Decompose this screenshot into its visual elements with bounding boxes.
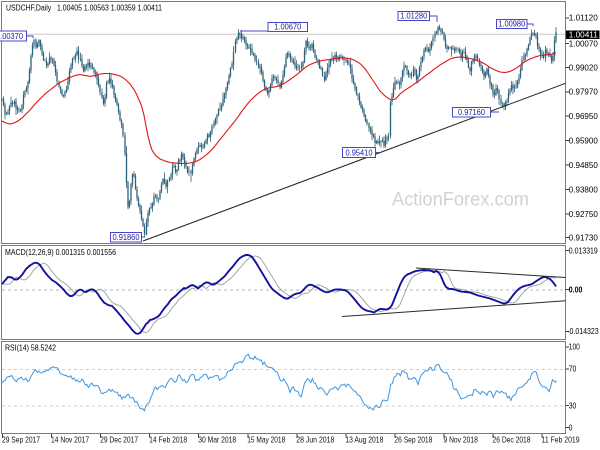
svg-text:1.00980: 1.00980	[498, 20, 525, 29]
svg-text:13 Aug 2018: 13 Aug 2018	[345, 436, 383, 445]
svg-text:30: 30	[569, 401, 577, 410]
svg-text:1.00411: 1.00411	[569, 30, 598, 39]
svg-text:15 May 2018: 15 May 2018	[247, 436, 285, 445]
svg-text:70: 70	[569, 365, 577, 374]
svg-text:26 Sep 2018: 26 Sep 2018	[394, 436, 432, 445]
svg-text:1.00670: 1.00670	[274, 23, 301, 32]
svg-text:11 Feb 2019: 11 Feb 2019	[542, 436, 580, 445]
svg-text:ActionForex.com: ActionForex.com	[392, 189, 529, 211]
svg-text:0.96950: 0.96950	[569, 112, 598, 121]
svg-text:1.01120: 1.01120	[569, 14, 598, 23]
svg-text:0.00: 0.00	[569, 285, 583, 294]
svg-text:1.01280: 1.01280	[400, 12, 427, 21]
svg-text:29 Dec 2017: 29 Dec 2017	[100, 436, 138, 445]
svg-text:30 Mar 2018: 30 Mar 2018	[198, 436, 236, 445]
svg-text:14 Nov 2017: 14 Nov 2017	[51, 436, 89, 445]
svg-text:28 Jun 2018: 28 Jun 2018	[296, 436, 334, 445]
svg-text:-0.014323: -0.014323	[567, 327, 599, 336]
svg-text:0.99020: 0.99020	[569, 63, 598, 72]
svg-text:USDCHF,Daily 1.00405 1.00563: USDCHF,Daily 1.00405 1.00563 1.00359 1.0…	[6, 3, 162, 13]
svg-text:26 Dec 2018: 26 Dec 2018	[493, 436, 531, 445]
svg-text:0.95900: 0.95900	[569, 136, 598, 145]
svg-text:1.00370: 1.00370	[0, 32, 23, 41]
svg-text:0: 0	[569, 423, 573, 432]
svg-text:29 Sep 2017: 29 Sep 2017	[2, 436, 40, 445]
svg-text:0.91730: 0.91730	[569, 233, 598, 242]
svg-text:0.97970: 0.97970	[569, 88, 598, 97]
svg-text:0.92750: 0.92750	[569, 210, 598, 219]
svg-text:9 Nov 2018: 9 Nov 2018	[443, 436, 478, 445]
svg-text:100: 100	[569, 343, 580, 352]
svg-text:0.91860: 0.91860	[113, 233, 140, 242]
svg-text:14 Feb 2018: 14 Feb 2018	[149, 436, 187, 445]
svg-text:MACD(12,26,9) 0.001315 0.00155: MACD(12,26,9) 0.001315 0.001556	[5, 247, 116, 257]
svg-text:RSI(14) 58.5242: RSI(14) 58.5242	[5, 343, 56, 353]
svg-text:0.94850: 0.94850	[569, 161, 598, 170]
svg-text:0.95410: 0.95410	[346, 149, 373, 158]
svg-text:0.013319: 0.013319	[569, 246, 598, 255]
svg-text:0.97160: 0.97160	[458, 108, 485, 117]
svg-text:1.00070: 1.00070	[569, 39, 598, 48]
svg-text:0.93800: 0.93800	[569, 185, 598, 194]
